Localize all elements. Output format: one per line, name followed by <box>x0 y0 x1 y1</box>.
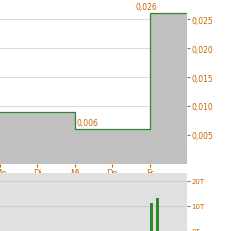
Text: 0,006: 0,006 <box>77 119 99 128</box>
Text: 0,026: 0,026 <box>136 3 157 12</box>
Polygon shape <box>0 14 187 164</box>
Bar <box>150 203 153 231</box>
Bar <box>156 198 159 231</box>
